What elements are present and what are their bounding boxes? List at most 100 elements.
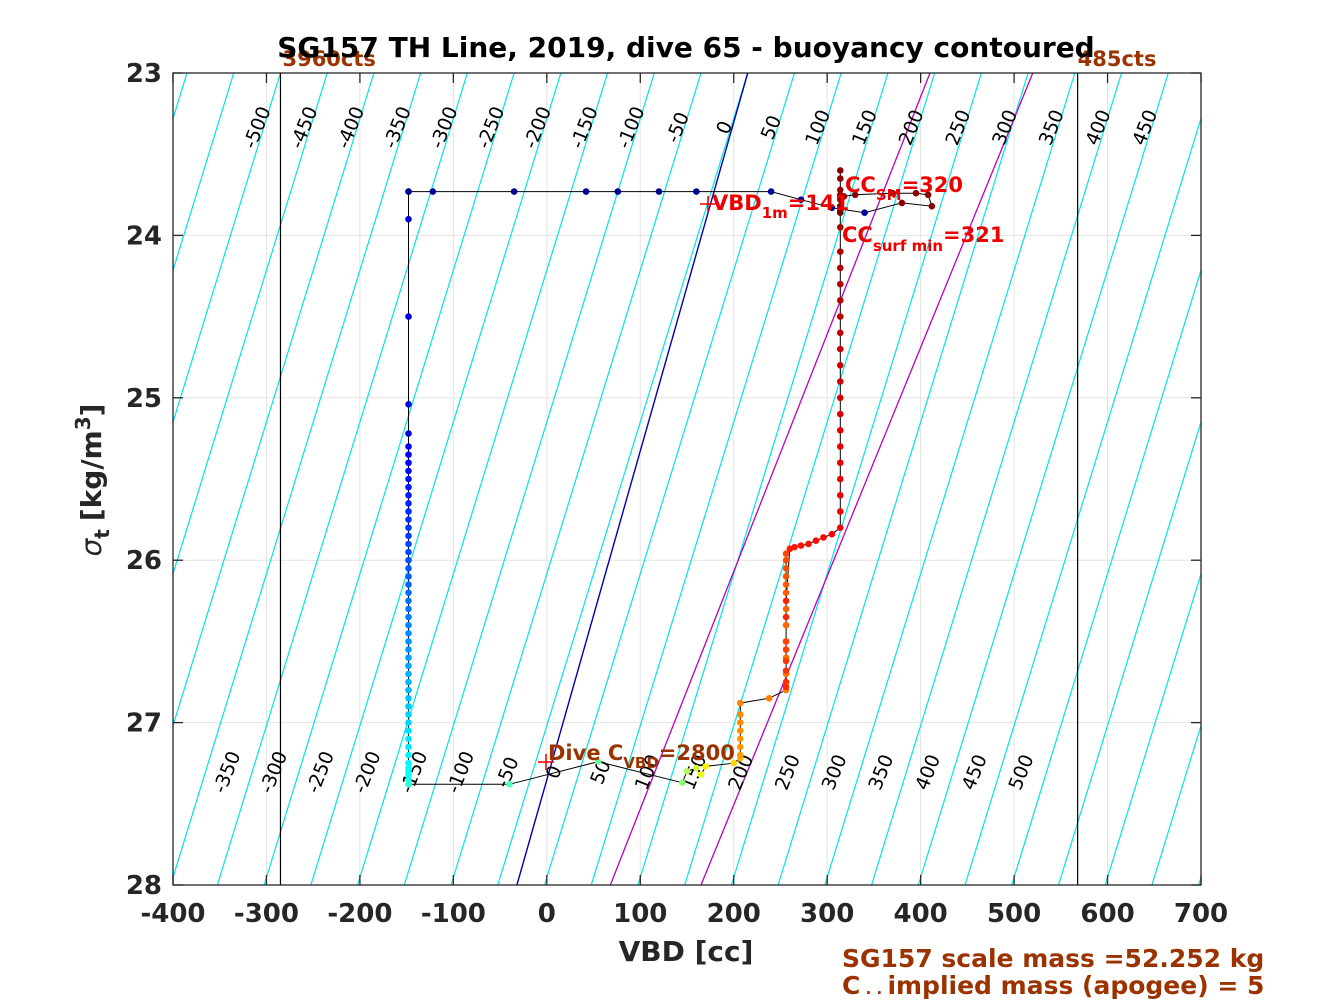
footer-scale-mass: SG157 scale mass =52.252 kg <box>842 944 1264 973</box>
cc-sm-text: CC <box>845 173 876 197</box>
ascent-point <box>837 362 844 369</box>
ascent-point <box>837 281 844 288</box>
descent-point <box>405 589 412 596</box>
x-tick-label: -400 <box>140 899 205 929</box>
descent-point <box>405 313 412 320</box>
surface-point <box>656 188 663 195</box>
ascent-point <box>783 589 790 596</box>
cc-surf-min-text: CC <box>842 223 873 247</box>
y-tick-label: 25 <box>126 384 162 414</box>
ascent-point <box>783 667 790 674</box>
descent-point <box>405 549 412 556</box>
ascent-point <box>837 459 844 466</box>
ascent-point <box>837 395 844 402</box>
bottom-point <box>698 771 705 778</box>
x-tick-label: -200 <box>327 899 392 929</box>
cc-sm-sub: SM <box>876 186 902 204</box>
ascent-point <box>837 524 844 531</box>
descent-point <box>405 533 412 540</box>
y-tick-label: 23 <box>126 59 162 89</box>
chart-title: SG157 TH Line, 2019, dive 65 - buoyancy … <box>277 31 1094 64</box>
ascent-point <box>791 544 798 551</box>
x-tick-label: 400 <box>893 899 947 929</box>
surface-point <box>929 203 936 210</box>
ascent-point <box>783 614 790 621</box>
vbd-1m-value: =141 <box>788 191 849 215</box>
descent-point <box>405 557 412 564</box>
ascent-point <box>837 297 844 304</box>
bottom-point <box>405 781 412 788</box>
dive-c-vbd-sub: VBD <box>623 754 659 772</box>
y-axis-label-unit: [kg/m <box>75 430 108 521</box>
descent-point <box>405 565 412 572</box>
y-tick-label: 26 <box>126 546 162 576</box>
descent-point <box>405 468 412 475</box>
descent-point <box>405 598 412 605</box>
x-tick-label: 700 <box>1174 899 1228 929</box>
descent-point <box>405 662 412 669</box>
x-tick-label: 200 <box>707 899 761 929</box>
descent-point <box>405 606 412 613</box>
descent-point <box>405 654 412 661</box>
x-axis-label: VBD [cc] <box>619 935 754 968</box>
vbd-1m-text: VBD <box>712 191 762 215</box>
ascent-point <box>783 598 790 605</box>
descent-point <box>405 630 412 637</box>
ascent-point <box>813 537 820 544</box>
ascent-point <box>737 744 744 751</box>
descent-point <box>405 736 412 743</box>
x-tick-label: 600 <box>1080 899 1134 929</box>
descent-point <box>405 430 412 437</box>
descent-point <box>405 752 412 759</box>
ascent-point <box>783 581 790 588</box>
surface-point <box>861 209 868 216</box>
bottom-point <box>506 781 513 788</box>
ascent-point <box>737 711 744 718</box>
descent-point <box>405 401 412 408</box>
surface-point <box>768 188 775 195</box>
ascent-point <box>783 658 790 665</box>
ascent-point <box>837 443 844 450</box>
descent-point <box>405 646 412 653</box>
descent-point <box>405 443 412 450</box>
ascent-point <box>837 313 844 320</box>
y-axis-label-sub: t <box>90 529 114 539</box>
descent-point <box>405 524 412 531</box>
y-axis-label-end: ] <box>75 404 108 417</box>
descent-point <box>405 671 412 678</box>
ascent-point <box>837 492 844 499</box>
y-axis-label-sup: 3 <box>71 416 95 430</box>
descent-point <box>405 476 412 483</box>
y-tick-label: 27 <box>126 709 162 739</box>
ascent-point <box>829 531 836 538</box>
dive-c-vbd-text: Dive C <box>548 741 623 765</box>
ascent-point <box>783 684 790 691</box>
cc-sm-value: =320 <box>902 173 963 197</box>
descent-point <box>405 451 412 458</box>
surface-point <box>615 188 622 195</box>
ascent-point <box>837 167 844 174</box>
descent-point <box>405 622 412 629</box>
ascent-point <box>837 411 844 418</box>
descent-point <box>405 573 412 580</box>
ascent-point <box>837 248 844 255</box>
x-tick-label: -100 <box>421 899 486 929</box>
vbd-1m-sub: 1m <box>762 204 788 222</box>
x-tick-label: 0 <box>538 899 556 929</box>
ascent-point <box>737 752 744 759</box>
ascent-point <box>783 565 790 572</box>
descent-point <box>405 695 412 702</box>
ascent-point <box>737 719 744 726</box>
descent-point <box>405 638 412 645</box>
ascent-point <box>820 534 827 541</box>
ascent-point <box>837 508 844 515</box>
surface-point <box>430 188 437 195</box>
x-tick-label: -300 <box>234 899 299 929</box>
descent-point <box>405 216 412 223</box>
ascent-point <box>837 427 844 434</box>
ascent-point <box>737 727 744 734</box>
descent-point <box>405 679 412 686</box>
descent-point <box>405 703 412 710</box>
bottom-point <box>693 765 700 772</box>
